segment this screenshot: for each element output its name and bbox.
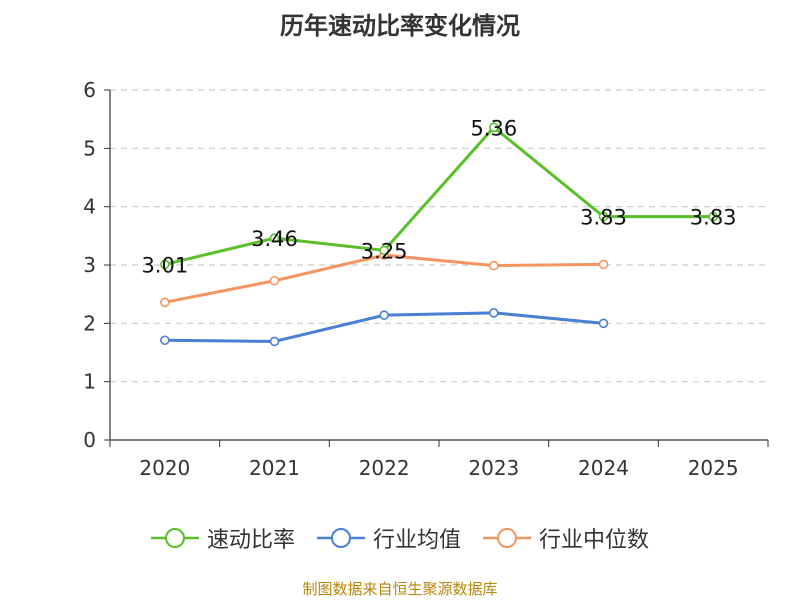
data-point [489,122,499,133]
legend-item[interactable]: 速动比率 [150,522,295,554]
data-labels: 3.01 3.46 3.25 5.36 3.83 3.83 [141,116,736,277]
data-point [379,310,389,320]
data-label: 3.83 [690,206,737,230]
series-lines [160,122,718,347]
data-point [708,211,718,222]
data-point [489,260,499,271]
legend-label: 行业均值 [372,528,461,553]
x-tick-label: 2022 [359,456,410,480]
y-tick-label: 4 [83,195,96,219]
data-point [160,335,170,346]
data-point [160,259,170,270]
legend-marker [164,528,185,548]
data-point [269,233,280,243]
data-point [598,259,609,270]
x-tick-label: 2024 [578,456,629,480]
legend-label: 速动比率 [206,528,295,553]
series-line-0 [164,125,714,266]
data-point [160,297,170,308]
legend-label: 行业中位数 [539,528,650,553]
data-point [598,211,609,222]
legend-line-circle-icon [483,528,531,548]
y-tick-label: 5 [83,136,96,160]
legend-item[interactable]: 行业均值 [316,522,461,554]
data-point [489,308,499,318]
legend-item[interactable]: 行业中位数 [483,522,649,554]
axes: 0 1 2 3 4 5 6 2020 2021 2022 2023 2024 2025 [83,78,769,480]
data-point [598,318,609,329]
data-label: 3.25 [361,239,408,263]
y-tick-label: 0 [83,428,96,452]
legend-marker [497,528,517,548]
data-point [379,245,389,256]
y-tick-label: 6 [83,78,96,102]
chart-title: 历年速动比率变化情况 [280,12,520,40]
legend: 速动比率 行业均值 行业中位数 [0,520,800,556]
data-point [269,336,280,347]
data-label: 3.01 [141,253,188,277]
data-label: 3.83 [580,206,627,230]
grid-lines [110,89,768,383]
data-point [269,275,280,286]
y-tick-label: 1 [83,370,96,394]
x-tick-label: 2020 [139,456,190,480]
y-tick-label: 3 [83,253,96,277]
x-tick-label: 2023 [468,456,519,480]
x-tick-label: 2025 [688,456,739,480]
y-tick-label: 2 [83,311,96,335]
x-tick-label: 2021 [249,456,300,480]
legend-line-circle-icon [316,528,365,548]
data-label: 3.46 [251,227,298,251]
legend-line-circle-icon [150,528,199,548]
data-label: 5.36 [470,116,517,140]
legend-marker [330,528,351,548]
source-note: 制图数据来自恒生聚源数据库 [302,580,498,598]
